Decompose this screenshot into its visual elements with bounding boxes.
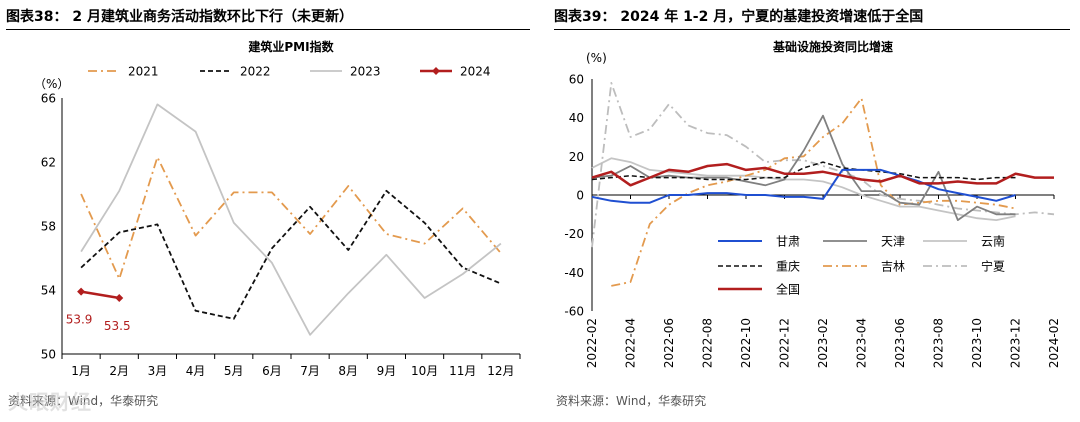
left-panel-heading: 图表38： 2 月建筑业商务活动指数环比下行（未更新） <box>6 9 353 25</box>
y-tick-label-58: 58 <box>41 220 56 234</box>
right-heading-rule <box>554 29 1070 30</box>
infrastructure-investment-chart: 基础设施投资同比增速 (%) -60 -40 -20 0 20 40 60 2022-02 2022… <box>564 39 1061 368</box>
x-tick-label-2: 2月 <box>109 364 129 378</box>
legend-label-天津: 天津 <box>881 235 905 249</box>
x-tick-label-9: 9月 <box>377 364 397 378</box>
x-tick-label-2023-06: 2023-06 <box>893 318 907 368</box>
x-tick-label-1: 1月 <box>71 364 91 378</box>
x-tick-label-2022-02: 2022-02 <box>585 318 599 368</box>
construction-pmi-chart: 建筑业PMI指数 2021 2022 2023 2024 （%） 50 54 58 62 66 1月 2… <box>34 39 521 378</box>
series-line-甘肃 <box>591 168 1016 204</box>
series-line-全国 <box>591 162 1054 187</box>
series-line-天津 <box>591 114 1016 222</box>
legend-label-2021: 2021 <box>128 65 159 79</box>
x-tick-label-6: 6月 <box>262 364 282 378</box>
y-tick-label-0: 0 <box>576 189 584 203</box>
series-line-2023 <box>80 103 502 336</box>
left-chart-panel: 图表38： 2 月建筑业商务活动指数环比下行（未更新） 建筑业PMI指数 2021… <box>6 9 530 414</box>
legend-label-全国: 全国 <box>776 282 800 297</box>
legend-label-云南: 云南 <box>981 234 1005 249</box>
y-tick-label-66: 66 <box>41 92 56 106</box>
series-line-吉林 <box>611 97 1016 287</box>
data-point-2024-2 <box>115 294 124 302</box>
watermark-logo: 火眼财经 <box>8 390 92 414</box>
series-line-云南 <box>591 157 1016 222</box>
series-line-2021 <box>80 156 502 280</box>
y-tick-label--60: -60 <box>564 305 584 319</box>
x-tick-label-10: 10月 <box>411 364 438 378</box>
chart-title: 建筑业PMI指数 <box>247 39 334 54</box>
x-tick-label-2024-02: 2024-02 <box>1047 318 1061 368</box>
left-heading-rule <box>6 29 530 30</box>
x-tick-label-2022-04: 2022-04 <box>624 318 638 368</box>
data-label-2024-2: 53.5 <box>104 319 131 333</box>
x-tick-label-4: 4月 <box>186 364 206 378</box>
x-tick-label-2023-10: 2023-10 <box>970 318 984 368</box>
x-tick-label-2022-12: 2022-12 <box>778 318 792 368</box>
y-tick-label-20: 20 <box>569 150 584 164</box>
x-tick-label-8: 8月 <box>338 364 358 378</box>
x-tick-label-2022-06: 2022-06 <box>662 318 676 368</box>
right-source-note: 资料来源：Wind，华泰研究 <box>556 394 707 408</box>
x-tick-label-2023-04: 2023-04 <box>855 318 869 368</box>
y-tick-label-54: 54 <box>41 284 56 298</box>
x-tick-label-11: 11月 <box>449 364 476 378</box>
x-tick-label-2022-10: 2022-10 <box>739 318 753 368</box>
y-tick-label-50: 50 <box>41 348 56 362</box>
legend-label-重庆: 重庆 <box>776 260 800 274</box>
series-line-2022 <box>80 189 502 320</box>
x-tick-label-2023-08: 2023-08 <box>932 318 946 368</box>
left-source-note: 资料来源：Wind，华泰研究 <box>8 394 159 408</box>
legend-label-吉林: 吉林 <box>881 260 905 274</box>
series-line-宁夏 <box>591 82 1055 248</box>
legend-marker-2024 <box>432 67 440 75</box>
y-tick-label-62: 62 <box>41 156 56 170</box>
y-axis-unit: （%） <box>34 77 69 91</box>
x-tick-label-2023-02: 2023-02 <box>816 318 830 368</box>
y-tick-label--20: -20 <box>564 227 584 241</box>
legend-label-宁夏: 宁夏 <box>981 259 1005 274</box>
right-chart-panel: 图表39： 2024 年 1-2 月，宁夏的基建投资增速低于全国 基础设施投资同… <box>548 0 1080 422</box>
legend-label-甘肃: 甘肃 <box>776 235 800 249</box>
x-tick-label-2022-08: 2022-08 <box>701 318 715 368</box>
right-panel-heading: 图表39： 2024 年 1-2 月，宁夏的基建投资增速低于全国 <box>554 9 924 25</box>
y-axis-unit: (%) <box>586 51 607 65</box>
x-tick-label-3: 3月 <box>148 364 168 378</box>
legend-label-2022: 2022 <box>240 65 271 79</box>
x-tick-label-2023-12: 2023-12 <box>1009 318 1023 368</box>
x-tick-label-7: 7月 <box>300 364 320 378</box>
chart-title: 基础设施投资同比增速 <box>772 39 893 54</box>
y-tick-label-60: 60 <box>569 73 584 87</box>
data-label-2024-1: 53.9 <box>66 313 93 327</box>
legend-label-2023: 2023 <box>350 65 381 79</box>
legend-label-2024: 2024 <box>460 65 491 79</box>
y-tick-label-40: 40 <box>569 111 584 125</box>
series-line-2024 <box>80 290 120 300</box>
y-tick-label--40: -40 <box>564 266 584 280</box>
data-point-2024-1 <box>77 287 86 296</box>
x-tick-label-5: 5月 <box>224 364 244 378</box>
x-tick-label-12: 12月 <box>487 364 514 378</box>
